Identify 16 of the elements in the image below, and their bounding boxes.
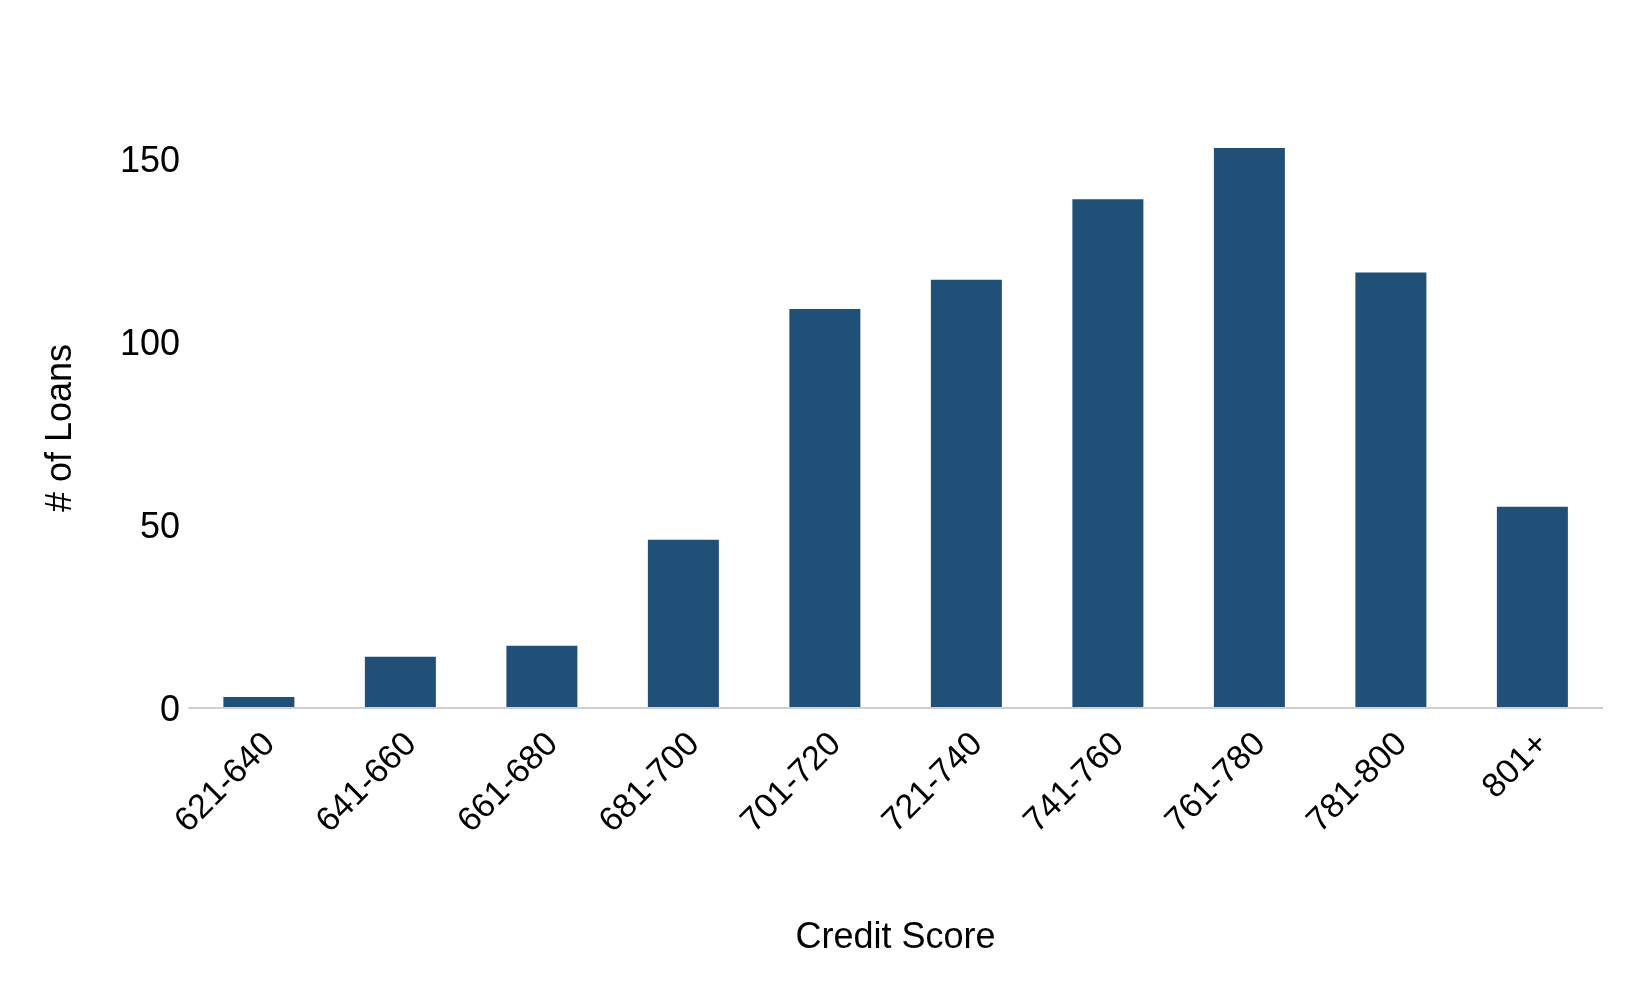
x-axis-title: Credit Score: [795, 915, 996, 956]
bar: [1213, 148, 1285, 708]
bar: [647, 539, 719, 708]
bar: [364, 656, 436, 708]
bar: [1496, 506, 1568, 708]
y-tick-label: 150: [119, 138, 180, 180]
bar: [930, 279, 1002, 708]
y-tick-label: 0: [159, 687, 180, 729]
y-tick-label: 50: [139, 504, 180, 546]
bar: [506, 645, 578, 708]
bar: [789, 309, 861, 708]
bar: [1355, 272, 1427, 708]
y-axis-title: # of Loans: [37, 343, 79, 513]
bar: [223, 697, 295, 708]
bar: [1072, 199, 1144, 708]
y-tick-label: 100: [119, 321, 180, 363]
